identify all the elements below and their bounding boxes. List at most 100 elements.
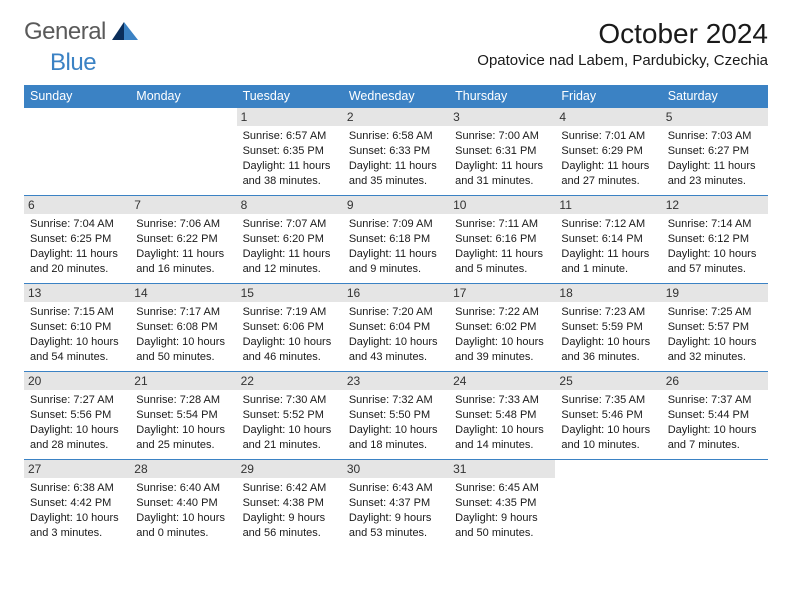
brand-logo: General	[24, 18, 140, 46]
day-number: 10	[449, 196, 555, 214]
day-details: Sunrise: 7:00 AMSunset: 6:31 PMDaylight:…	[455, 129, 549, 188]
day-cell-9: 9 Sunrise: 7:09 AMSunset: 6:18 PMDaylight…	[343, 196, 449, 284]
day-number: 23	[343, 372, 449, 390]
dayheader-tuesday: Tuesday	[237, 85, 343, 108]
day-number: 31	[449, 460, 555, 478]
dayheader-wednesday: Wednesday	[343, 85, 449, 108]
day-cell-5: 5 Sunrise: 7:03 AMSunset: 6:27 PMDaylight…	[662, 108, 768, 196]
day-details: Sunrise: 7:11 AMSunset: 6:16 PMDaylight:…	[455, 217, 549, 276]
day-number: 15	[237, 284, 343, 302]
day-details: Sunrise: 7:28 AMSunset: 5:54 PMDaylight:…	[136, 393, 230, 452]
day-details: Sunrise: 7:09 AMSunset: 6:18 PMDaylight:…	[349, 217, 443, 276]
day-number: 2	[343, 108, 449, 126]
day-cell-26: 26Sunrise: 7:37 AMSunset: 5:44 PMDayligh…	[662, 372, 768, 460]
day-number: 5	[662, 108, 768, 126]
day-cell-27: 27 Sunrise: 6:38 AMSunset: 4:42 PMDayligh…	[24, 460, 130, 548]
day-cell-empty	[24, 108, 130, 196]
day-cell-28: 28Sunrise: 6:40 AMSunset: 4:40 PMDayligh…	[130, 460, 236, 548]
day-number: 29	[237, 460, 343, 478]
day-cell-16: 16Sunrise: 7:20 AMSunset: 6:04 PMDayligh…	[343, 284, 449, 372]
day-details: Sunrise: 6:42 AMSunset: 4:38 PMDaylight:…	[243, 481, 337, 540]
day-details: Sunrise: 6:43 AMSunset: 4:37 PMDaylight:…	[349, 481, 443, 540]
day-details: Sunrise: 6:57 AMSunset: 6:35 PMDaylight:…	[243, 129, 337, 188]
day-cell-empty	[555, 460, 661, 548]
calendar-row: 20Sunrise: 7:27 AMSunset: 5:56 PMDayligh…	[24, 372, 768, 460]
day-number: 22	[237, 372, 343, 390]
day-details: Sunrise: 7:20 AMSunset: 6:04 PMDaylight:…	[349, 305, 443, 364]
day-number: 14	[130, 284, 236, 302]
day-details: Sunrise: 7:03 AMSunset: 6:27 PMDaylight:…	[668, 129, 762, 188]
day-cell-30: 30 Sunrise: 6:43 AMSunset: 4:37 PMDayligh…	[343, 460, 449, 548]
day-cell-24: 24Sunrise: 7:33 AMSunset: 5:48 PMDayligh…	[449, 372, 555, 460]
day-details: Sunrise: 7:37 AMSunset: 5:44 PMDaylight:…	[668, 393, 762, 452]
day-cell-14: 14 Sunrise: 7:17 AMSunset: 6:08 PMDayligh…	[130, 284, 236, 372]
day-cell-21: 21 Sunrise: 7:28 AMSunset: 5:54 PMDayligh…	[130, 372, 236, 460]
day-cell-22: 22 Sunrise: 7:30 AMSunset: 5:52 PMDayligh…	[237, 372, 343, 460]
day-cell-20: 20Sunrise: 7:27 AMSunset: 5:56 PMDayligh…	[24, 372, 130, 460]
day-details: Sunrise: 7:06 AMSunset: 6:22 PMDaylight:…	[136, 217, 230, 276]
calendar-row: 27 Sunrise: 6:38 AMSunset: 4:42 PMDayligh…	[24, 460, 768, 548]
day-details: Sunrise: 7:23 AMSunset: 5:59 PMDaylight:…	[561, 305, 655, 364]
day-cell-4: 4 Sunrise: 7:01 AMSunset: 6:29 PMDaylight…	[555, 108, 661, 196]
day-cell-7: 7 Sunrise: 7:06 AMSunset: 6:22 PMDaylight…	[130, 196, 236, 284]
day-number: 19	[662, 284, 768, 302]
brand-mark-icon	[112, 20, 138, 45]
calendar-row: 1Sunrise: 6:57 AMSunset: 6:35 PMDaylight…	[24, 108, 768, 196]
day-cell-15: 15Sunrise: 7:19 AMSunset: 6:06 PMDayligh…	[237, 284, 343, 372]
day-cell-8: 8 Sunrise: 7:07 AMSunset: 6:20 PMDaylight…	[237, 196, 343, 284]
day-cell-17: 17Sunrise: 7:22 AMSunset: 6:02 PMDayligh…	[449, 284, 555, 372]
day-number: 28	[130, 460, 236, 478]
day-number: 30	[343, 460, 449, 478]
day-cell-19: 19 Sunrise: 7:25 AMSunset: 5:57 PMDayligh…	[662, 284, 768, 372]
brand-general: General	[24, 18, 106, 46]
day-details: Sunrise: 7:35 AMSunset: 5:46 PMDaylight:…	[561, 393, 655, 452]
day-details: Sunrise: 6:45 AMSunset: 4:35 PMDaylight:…	[455, 481, 549, 540]
day-number: 27	[24, 460, 130, 478]
day-cell-29: 29 Sunrise: 6:42 AMSunset: 4:38 PMDayligh…	[237, 460, 343, 548]
day-details: Sunrise: 7:32 AMSunset: 5:50 PMDaylight:…	[349, 393, 443, 452]
day-number: 3	[449, 108, 555, 126]
day-number: 17	[449, 284, 555, 302]
day-cell-18: 18 Sunrise: 7:23 AMSunset: 5:59 PMDayligh…	[555, 284, 661, 372]
day-number: 18	[555, 284, 661, 302]
day-cell-2: 2 Sunrise: 6:58 AMSunset: 6:33 PMDaylight…	[343, 108, 449, 196]
dayheader-thursday: Thursday	[449, 85, 555, 108]
day-number: 4	[555, 108, 661, 126]
day-number: 13	[24, 284, 130, 302]
day-cell-6: 6Sunrise: 7:04 AMSunset: 6:25 PMDaylight…	[24, 196, 130, 284]
day-details: Sunrise: 7:15 AMSunset: 6:10 PMDaylight:…	[30, 305, 124, 364]
day-number: 11	[555, 196, 661, 214]
day-cell-empty	[662, 460, 768, 548]
day-details: Sunrise: 7:07 AMSunset: 6:20 PMDaylight:…	[243, 217, 337, 276]
day-number: 8	[237, 196, 343, 214]
location: Opatovice nad Labem, Pardubicky, Czechia	[477, 52, 768, 69]
day-cell-23: 23 Sunrise: 7:32 AMSunset: 5:50 PMDayligh…	[343, 372, 449, 460]
day-details: Sunrise: 7:17 AMSunset: 6:08 PMDaylight:…	[136, 305, 230, 364]
day-number: 6	[24, 196, 130, 214]
day-number: 9	[343, 196, 449, 214]
calendar-table: SundayMondayTuesdayWednesdayThursdayFrid…	[24, 85, 768, 548]
day-cell-1: 1Sunrise: 6:57 AMSunset: 6:35 PMDaylight…	[237, 108, 343, 196]
day-cell-12: 12 Sunrise: 7:14 AMSunset: 6:12 PMDayligh…	[662, 196, 768, 284]
day-cell-11: 11 Sunrise: 7:12 AMSunset: 6:14 PMDayligh…	[555, 196, 661, 284]
brand-blue: Blue	[50, 49, 96, 76]
day-details: Sunrise: 7:30 AMSunset: 5:52 PMDaylight:…	[243, 393, 337, 452]
day-details: Sunrise: 7:27 AMSunset: 5:56 PMDaylight:…	[30, 393, 124, 452]
calendar-body: 1Sunrise: 6:57 AMSunset: 6:35 PMDaylight…	[24, 108, 768, 548]
day-details: Sunrise: 7:01 AMSunset: 6:29 PMDaylight:…	[561, 129, 655, 188]
calendar-row: 6Sunrise: 7:04 AMSunset: 6:25 PMDaylight…	[24, 196, 768, 284]
day-number: 7	[130, 196, 236, 214]
day-number: 12	[662, 196, 768, 214]
day-details: Sunrise: 6:38 AMSunset: 4:42 PMDaylight:…	[30, 481, 124, 540]
day-number: 25	[555, 372, 661, 390]
day-details: Sunrise: 7:12 AMSunset: 6:14 PMDaylight:…	[561, 217, 655, 276]
day-cell-25: 25 Sunrise: 7:35 AMSunset: 5:46 PMDayligh…	[555, 372, 661, 460]
day-details: Sunrise: 7:25 AMSunset: 5:57 PMDaylight:…	[668, 305, 762, 364]
day-number: 21	[130, 372, 236, 390]
day-details: Sunrise: 7:33 AMSunset: 5:48 PMDaylight:…	[455, 393, 549, 452]
dayheader-monday: Monday	[130, 85, 236, 108]
day-details: Sunrise: 6:58 AMSunset: 6:33 PMDaylight:…	[349, 129, 443, 188]
dayheader-saturday: Saturday	[662, 85, 768, 108]
dayheader-friday: Friday	[555, 85, 661, 108]
day-details: Sunrise: 7:14 AMSunset: 6:12 PMDaylight:…	[668, 217, 762, 276]
